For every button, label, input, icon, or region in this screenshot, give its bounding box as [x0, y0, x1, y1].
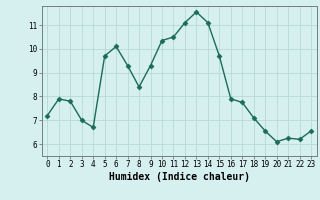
X-axis label: Humidex (Indice chaleur): Humidex (Indice chaleur)	[109, 172, 250, 182]
